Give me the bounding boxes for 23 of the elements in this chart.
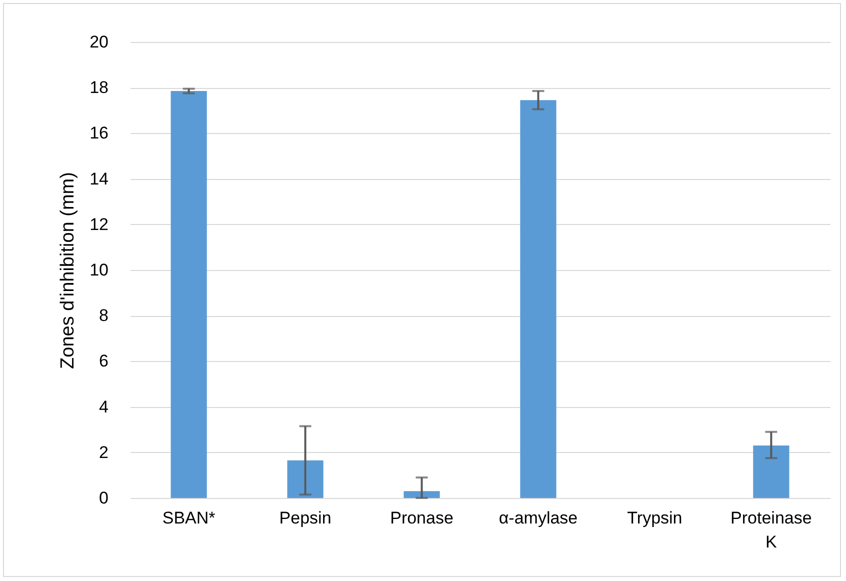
y-tick-label: 10 [90, 260, 108, 280]
y-tick-label: 16 [90, 124, 108, 143]
y-tick-label: 18 [90, 78, 108, 98]
y-tick-label: 12 [90, 214, 108, 234]
bar [520, 100, 556, 498]
y-tick-label: 14 [90, 169, 108, 188]
x-tick-label: SBAN* [162, 508, 216, 528]
x-tick-label: Trypsin [627, 508, 682, 528]
bar [404, 491, 440, 498]
x-tick-label: Proteinase K [730, 508, 812, 552]
x-tick-label: Pronase [390, 508, 454, 528]
x-tick-label: α-amylase [498, 508, 578, 528]
y-tick-label: 0 [99, 488, 108, 508]
bar [170, 91, 207, 498]
y-tick-label: 8 [99, 306, 108, 326]
y-tick-label: 2 [99, 442, 108, 462]
y-tick-label: 20 [90, 32, 108, 52]
bar [287, 460, 324, 498]
y-axis-title: Zones d'inhibition (mm) [58, 172, 79, 369]
y-tick-label: 4 [99, 397, 108, 416]
bar [753, 446, 790, 498]
y-tick-label: 6 [99, 352, 108, 371]
x-tick-label: Pepsin [279, 508, 332, 528]
